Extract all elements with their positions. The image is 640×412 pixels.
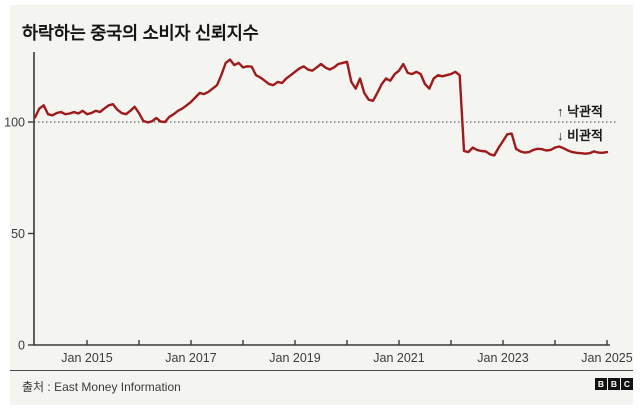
- bbc-logo-letter: B: [595, 378, 607, 390]
- y-tick-label: 100: [4, 116, 25, 130]
- bbc-logo-letter: B: [608, 378, 620, 390]
- annotation-pessimistic: ↓ 비관적: [557, 128, 603, 143]
- footer-divider: [10, 370, 633, 371]
- source-text: 출처 : East Money Information: [22, 380, 181, 394]
- x-tick-label: Jan 2017: [165, 351, 216, 365]
- x-tick-label: Jan 2021: [373, 351, 424, 365]
- bbc-logo: B B C: [595, 378, 633, 390]
- x-tick-label: Jan 2015: [61, 351, 112, 365]
- x-tick-label: Jan 2019: [269, 351, 320, 365]
- x-tick-label: Jan 2023: [477, 351, 528, 365]
- y-tick-label: 0: [18, 339, 25, 353]
- y-tick-label: 50: [11, 227, 25, 241]
- chart-title: 하락하는 중국의 소비자 신뢰지수: [22, 23, 259, 43]
- chart-card: [10, 5, 633, 405]
- confidence-index-line: [33, 58, 609, 157]
- annotation-optimistic: ↑ 낙관적: [557, 104, 603, 119]
- bbc-logo-letter: C: [621, 378, 633, 390]
- x-tick-label: Jan 2025: [581, 351, 632, 365]
